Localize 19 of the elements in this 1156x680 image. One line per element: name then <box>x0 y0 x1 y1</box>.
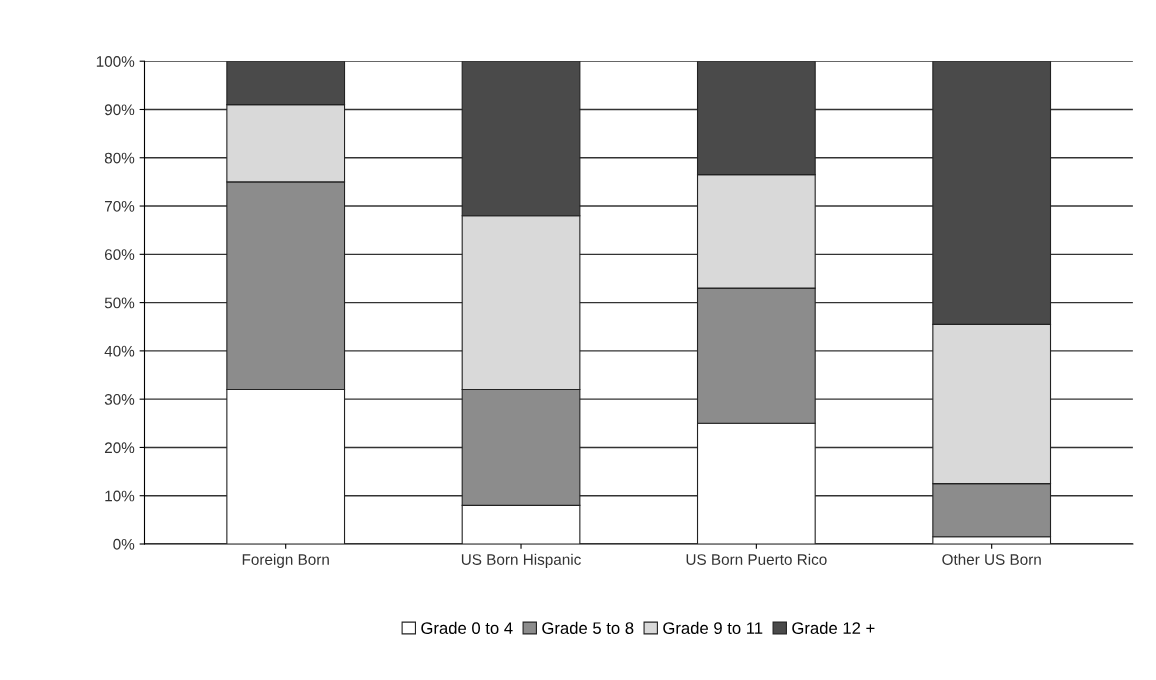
y-tick-label: 30% <box>104 394 135 405</box>
y-tick-label: 20% <box>104 442 135 454</box>
legend-label: Grade 9 to 11 <box>663 621 763 635</box>
y-tick-label: 100% <box>96 56 135 67</box>
x-tick-label: Foreign Born <box>242 553 329 568</box>
legend-label: Grade 0 to 4 <box>421 621 513 635</box>
y-tick-label: 50% <box>104 297 135 309</box>
x-tick-label: US Born Puerto Rico <box>686 553 827 565</box>
x-tick-label: US Born Hispanic <box>461 553 581 568</box>
y-tick-label: 10% <box>105 490 135 502</box>
x-tick-label: Other US Born <box>942 553 1041 565</box>
y-tick-label: 60% <box>104 249 135 261</box>
y-tick-label: 0% <box>113 538 135 550</box>
legend-label: Grade 12 + <box>792 621 875 635</box>
y-tick-label: 40% <box>104 345 135 357</box>
y-tick-label: 80% <box>104 152 135 164</box>
y-tick-label: 70% <box>104 200 135 212</box>
legend-label: Grade 5 to 8 <box>542 621 634 635</box>
y-tick-label: 90% <box>104 104 135 116</box>
